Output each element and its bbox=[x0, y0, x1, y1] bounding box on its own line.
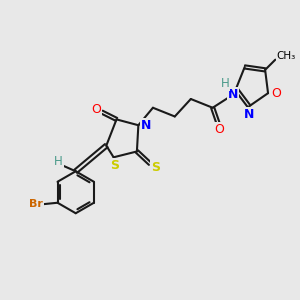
Text: O: O bbox=[214, 123, 224, 136]
Text: S: S bbox=[151, 161, 160, 174]
Text: H: H bbox=[220, 77, 229, 90]
Text: Br: Br bbox=[29, 199, 43, 209]
Text: N: N bbox=[228, 88, 238, 100]
Text: O: O bbox=[91, 103, 101, 116]
Text: O: O bbox=[271, 87, 281, 100]
Text: N: N bbox=[244, 108, 254, 121]
Text: S: S bbox=[110, 159, 119, 172]
Text: CH₃: CH₃ bbox=[277, 51, 296, 61]
Text: N: N bbox=[141, 119, 152, 132]
Text: H: H bbox=[54, 155, 63, 168]
